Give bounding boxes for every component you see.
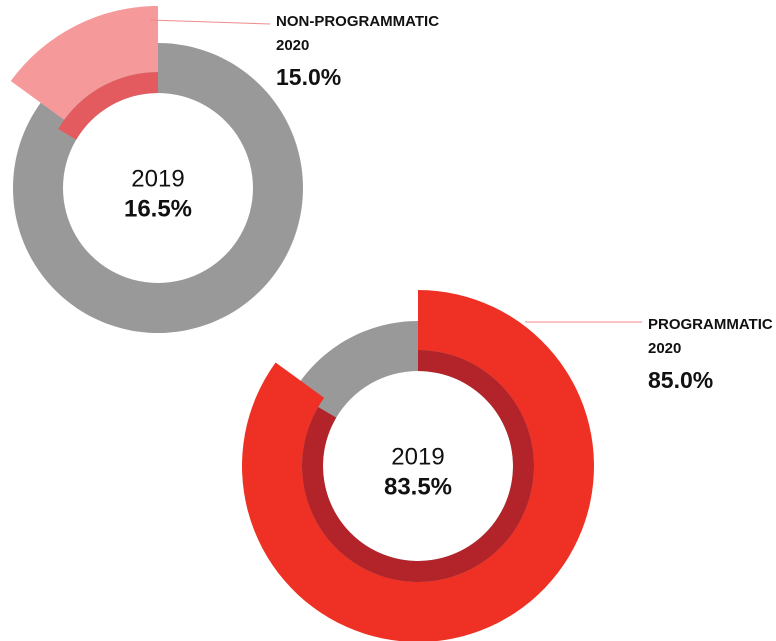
center-value: 16.5% (124, 195, 192, 222)
label-title: PROGRAMMATIC (648, 316, 773, 333)
label-title: NON-PROGRAMMATIC (276, 13, 439, 30)
label-value: 85.0% (648, 367, 713, 393)
wedge (10, 6, 158, 120)
center-year: 2019 (131, 165, 184, 192)
center-year: 2019 (391, 443, 444, 470)
leader-line (149, 19, 271, 25)
wedge (58, 72, 158, 140)
label-year: 2020 (276, 37, 309, 54)
label-year: 2020 (648, 340, 681, 357)
label-value: 15.0% (276, 64, 341, 90)
center-value: 83.5% (384, 473, 452, 500)
wedge (242, 290, 594, 641)
